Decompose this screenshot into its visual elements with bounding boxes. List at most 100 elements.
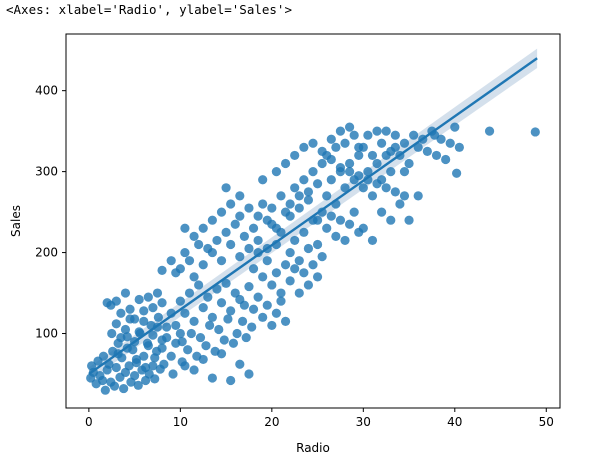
data-point <box>235 252 245 262</box>
data-point <box>189 316 199 326</box>
data-point <box>395 199 405 209</box>
data-point <box>253 247 263 258</box>
data-point <box>221 183 231 193</box>
data-point <box>139 316 149 326</box>
data-point <box>139 306 149 316</box>
data-point <box>303 195 314 205</box>
data-point <box>452 168 462 178</box>
data-point <box>312 179 323 189</box>
data-point <box>294 288 304 298</box>
data-point <box>107 328 117 339</box>
y-tick-label: 400 <box>35 84 58 98</box>
data-point <box>367 150 378 161</box>
data-point <box>186 328 196 339</box>
data-point <box>201 341 211 351</box>
data-point <box>271 268 282 278</box>
data-point <box>303 243 314 254</box>
data-point <box>367 191 378 201</box>
data-point <box>381 126 391 136</box>
data-point <box>116 308 126 318</box>
data-point <box>326 154 336 165</box>
data-point <box>180 308 190 318</box>
x-tick-label: 50 <box>539 415 554 429</box>
data-point <box>372 126 382 136</box>
data-point <box>159 359 169 369</box>
data-point <box>244 243 254 254</box>
data-point <box>317 207 327 217</box>
data-point <box>226 199 236 209</box>
data-point <box>109 381 120 391</box>
data-point <box>326 211 336 221</box>
data-point <box>226 306 236 316</box>
data-point <box>253 235 263 246</box>
data-point <box>258 199 268 209</box>
data-point <box>285 247 295 258</box>
regression-line <box>88 57 538 375</box>
data-point <box>198 303 208 313</box>
data-point <box>386 146 396 156</box>
data-point <box>183 345 193 355</box>
data-point <box>111 319 121 329</box>
data-point <box>340 138 350 148</box>
data-point <box>216 256 227 266</box>
output-repr-text: <Axes: xlabel='Radio', ylabel='Sales'> <box>6 2 292 17</box>
data-point <box>116 332 126 343</box>
data-point <box>119 383 129 394</box>
data-point <box>205 320 215 331</box>
data-point <box>235 191 245 201</box>
data-point <box>331 142 341 152</box>
data-point <box>340 235 350 246</box>
data-point <box>203 292 213 302</box>
data-point <box>189 365 199 375</box>
x-axis-label: Radio <box>296 441 330 455</box>
data-point <box>322 223 332 233</box>
data-point <box>244 369 254 379</box>
data-point <box>148 303 158 313</box>
data-point <box>162 322 172 332</box>
data-point <box>267 203 277 213</box>
data-point <box>248 223 259 233</box>
data-point <box>207 247 217 258</box>
data-point <box>386 167 396 177</box>
data-point <box>358 183 368 193</box>
data-point <box>276 227 286 237</box>
data-point <box>239 300 249 310</box>
data-point <box>404 215 414 225</box>
data-point <box>134 294 144 305</box>
data-point <box>367 235 378 246</box>
data-point <box>125 304 135 314</box>
data-point <box>312 272 323 282</box>
data-point <box>198 260 208 270</box>
plot-area-frame <box>65 33 561 409</box>
data-point <box>175 328 185 339</box>
data-point <box>162 332 172 343</box>
data-point <box>271 167 282 177</box>
data-point <box>409 130 419 140</box>
data-point <box>308 167 318 177</box>
data-point <box>404 158 414 169</box>
data-point <box>247 322 257 332</box>
data-point <box>221 278 231 288</box>
data-point <box>280 260 291 270</box>
data-point <box>312 215 323 225</box>
data-point <box>157 265 167 275</box>
data-point <box>248 264 259 274</box>
data-point <box>372 158 382 169</box>
data-point <box>344 122 355 132</box>
data-point <box>189 231 199 241</box>
data-point <box>180 361 190 371</box>
data-point <box>134 327 144 337</box>
data-point <box>299 175 309 185</box>
data-point <box>216 207 227 217</box>
data-point <box>377 207 387 217</box>
data-point <box>299 142 309 152</box>
data-point <box>322 191 332 201</box>
data-point <box>290 150 300 161</box>
data-point <box>280 316 291 326</box>
data-point <box>219 335 229 345</box>
data-point <box>399 191 410 201</box>
data-point <box>244 281 254 292</box>
data-point <box>326 175 336 185</box>
data-point <box>248 304 259 314</box>
data-point <box>381 183 391 193</box>
